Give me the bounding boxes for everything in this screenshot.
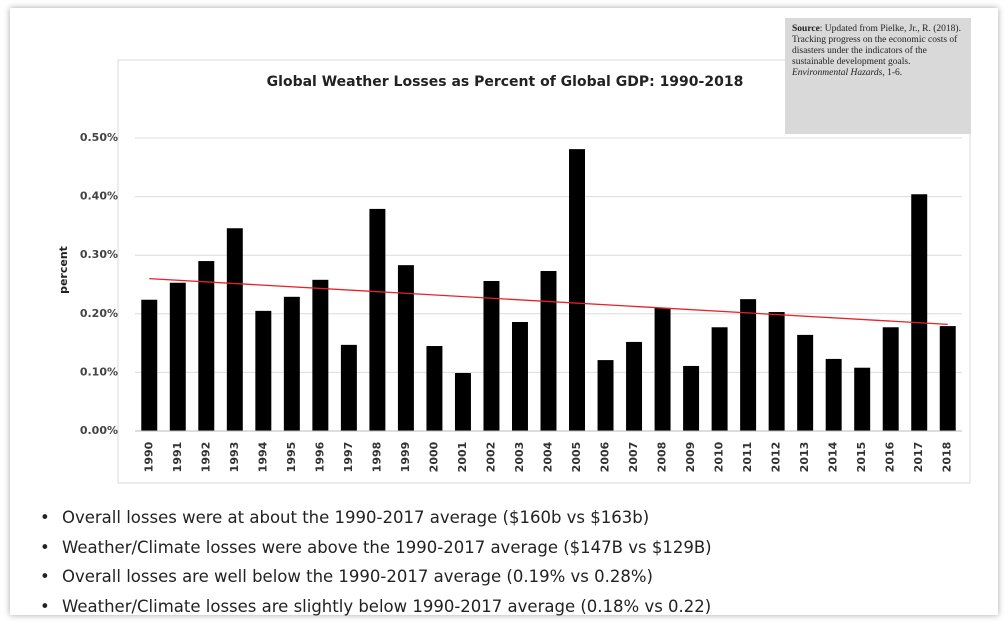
bar (255, 310, 272, 431)
bar (569, 149, 586, 431)
x-tick-label: 1998 (370, 442, 383, 473)
bar (169, 282, 186, 431)
y-axis-label: percent (57, 246, 70, 294)
note: Weather/Climate losses were above the 19… (40, 533, 712, 563)
bar (626, 341, 643, 431)
x-tick-label: 2011 (741, 442, 754, 473)
x-tick-label: 2001 (456, 442, 469, 473)
x-tick-label: 2003 (513, 442, 526, 473)
bar (597, 360, 614, 431)
x-tick-label: 2004 (542, 441, 555, 472)
bar (226, 228, 243, 431)
bar (740, 299, 757, 431)
x-tick-label: 2000 (427, 441, 440, 472)
chart-title: Global Weather Losses as Percent of Glob… (267, 74, 744, 90)
bar (654, 307, 671, 431)
x-tick-label: 2014 (827, 441, 840, 472)
y-tick-label: 0.40% (80, 190, 118, 203)
bar (911, 194, 928, 431)
bar (340, 344, 357, 431)
y-tick-label: 0.20% (80, 307, 118, 320)
bar (854, 367, 871, 431)
bar (511, 322, 528, 431)
bar (939, 326, 956, 431)
note: Overall losses were at about the 1990-20… (40, 503, 712, 533)
x-tick-label: 2017 (912, 442, 925, 473)
x-tick-label: 2016 (884, 441, 897, 472)
bar (198, 261, 215, 431)
note: Overall losses are well below the 1990-2… (40, 562, 712, 592)
bar (483, 280, 500, 431)
bar (711, 327, 728, 431)
bar (768, 312, 785, 431)
x-tick-label: 1990 (142, 441, 155, 472)
x-tick-label: 1995 (285, 442, 298, 473)
bar (369, 208, 386, 431)
bar (312, 279, 329, 431)
x-tick-label: 1997 (342, 442, 355, 473)
x-tick-label: 2008 (656, 442, 669, 473)
x-tick-label: 1996 (313, 441, 326, 472)
source-label: Source (792, 24, 820, 34)
bar (426, 346, 443, 431)
bar (141, 299, 158, 431)
source-note: Source: Updated from Pielke, Jr., R. (20… (785, 18, 971, 134)
x-tick-label: 1993 (228, 442, 241, 473)
bar (397, 265, 414, 431)
x-tick-label: 1992 (199, 442, 212, 473)
x-tick-label: 2012 (770, 442, 783, 473)
bar (797, 334, 814, 431)
source-pages: , 1-6. (882, 68, 903, 78)
y-tick-label: 0.30% (80, 248, 118, 261)
y-tick-label: 0.10% (80, 365, 118, 378)
trend-line (149, 277, 948, 325)
y-tick-label: 0.00% (80, 424, 118, 437)
source-journal: Environmental Hazards (792, 68, 883, 78)
x-tick-label: 1991 (171, 442, 184, 473)
note: Weather/Climate losses are slightly belo… (40, 592, 712, 622)
notes: Overall losses were at about the 1990-20… (40, 503, 712, 621)
x-tick-label: 2009 (684, 442, 697, 473)
x-tick-label: 2005 (570, 442, 583, 473)
bar (540, 271, 557, 431)
source-text: : Updated from Pielke, Jr., R. (2018). T… (792, 24, 961, 67)
x-tick-label: 2006 (599, 441, 612, 472)
bar (683, 365, 700, 431)
x-tick-label: 2007 (627, 442, 640, 473)
x-tick-label: 2015 (855, 442, 868, 473)
bar (825, 358, 842, 431)
x-tick-label: 2002 (484, 442, 497, 473)
x-tick-label: 2018 (941, 442, 954, 473)
x-tick-label: 2013 (798, 442, 811, 473)
bar (454, 372, 471, 431)
bar (283, 296, 300, 431)
x-tick-label: 1994 (256, 441, 269, 472)
bar (882, 327, 899, 431)
y-tick-label: 0.50% (80, 131, 118, 144)
x-tick-label: 1999 (399, 442, 412, 473)
x-tick-label: 2010 (713, 441, 726, 472)
